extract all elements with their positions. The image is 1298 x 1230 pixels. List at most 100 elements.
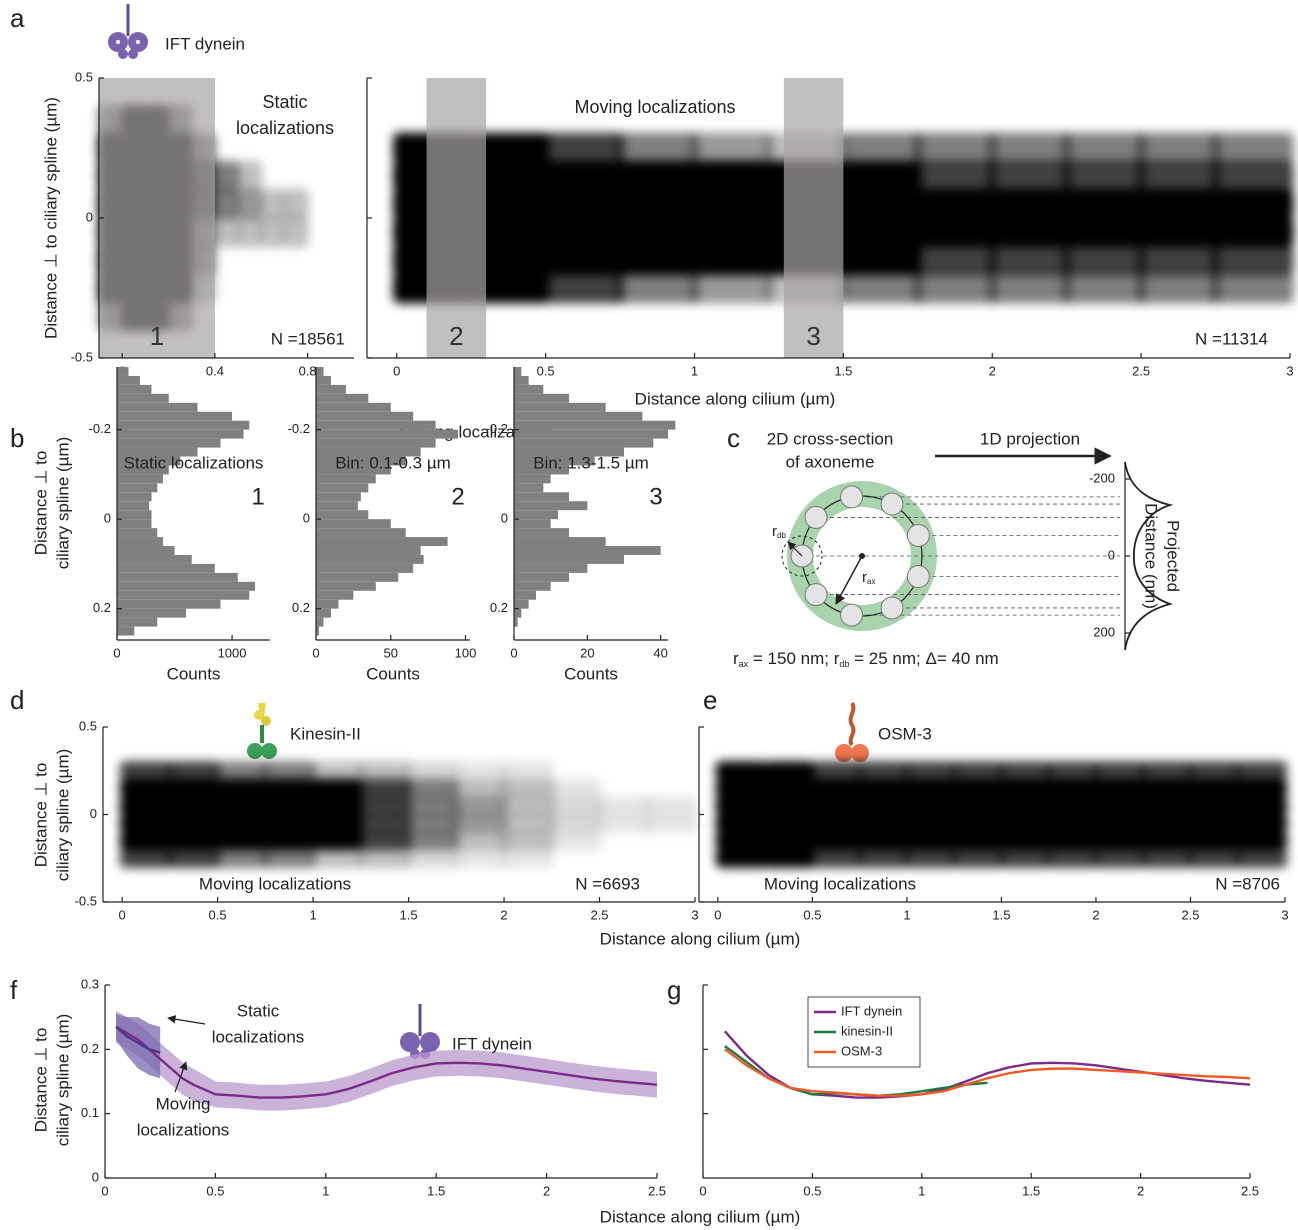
density-cell — [645, 779, 698, 798]
y-tick-label: -0.2 — [486, 421, 508, 436]
diagram-caption: rax = 150 nm; rdb = 25 nm; Δ= 40 nm — [733, 649, 999, 669]
x-tick-label: 1.5 — [834, 363, 852, 378]
density-cell — [1235, 796, 1287, 815]
density-cell — [716, 831, 768, 850]
hist-bar — [316, 555, 424, 564]
density-cell — [597, 779, 650, 798]
density-cell — [406, 831, 459, 850]
density-cell — [691, 217, 773, 248]
x-tick-label: 1 — [309, 907, 316, 922]
hist-bar — [316, 421, 436, 430]
hist-bar — [316, 618, 323, 627]
density-cell — [691, 273, 773, 304]
diagram-title: of axoneme — [786, 452, 875, 471]
density-cell — [1212, 245, 1294, 276]
icon-label: Kinesin-II — [290, 724, 361, 743]
doublet — [841, 604, 863, 626]
hist-bar — [117, 600, 221, 609]
density-cell — [840, 217, 922, 248]
legend-label: kinesin-II — [841, 1023, 893, 1038]
density-cell — [616, 273, 698, 304]
density-cell — [1046, 779, 1098, 798]
density-cell — [260, 217, 286, 248]
doublet — [805, 506, 827, 528]
hist-bar — [316, 385, 346, 394]
density-cell — [358, 814, 411, 833]
density-cell — [1063, 245, 1145, 276]
hist-bar — [117, 546, 175, 555]
density-cell — [406, 761, 459, 780]
density-cell — [406, 814, 459, 833]
x-axis-label: Counts — [167, 664, 221, 683]
density-cell — [1063, 133, 1145, 164]
density-cell — [1094, 779, 1146, 798]
hist-bar — [316, 510, 368, 519]
density-cell — [952, 814, 1004, 833]
icon-dynein — [108, 4, 148, 59]
density-cell — [1046, 831, 1098, 850]
x-tick-label: 0.5 — [209, 907, 227, 922]
hist-bar — [117, 385, 152, 394]
chart-title: Moving localizations — [574, 97, 735, 117]
hist-bar — [117, 501, 149, 510]
y-tick-label: 0 — [303, 511, 310, 526]
density-cell — [260, 245, 286, 276]
density-cell — [454, 779, 507, 798]
density-cell — [167, 779, 220, 798]
density-cell — [840, 189, 922, 220]
icon-kinesin — [247, 703, 277, 759]
x-tick-label: 2 — [989, 363, 996, 378]
density-cell — [237, 273, 263, 304]
density-cell — [905, 831, 957, 850]
hist-bar — [316, 474, 376, 483]
bin-band — [784, 78, 844, 358]
density-cell — [1188, 779, 1240, 798]
density-cell — [616, 189, 698, 220]
x-tick-label: 1000 — [218, 645, 247, 660]
density-cell — [989, 245, 1071, 276]
hist-bar — [316, 564, 413, 573]
x-tick-label: 0 — [312, 645, 319, 660]
density-cell — [549, 761, 602, 780]
x-axis-label: Counts — [366, 664, 420, 683]
density-cell — [454, 796, 507, 815]
density-cloud — [716, 761, 1288, 868]
hist-bar — [117, 582, 255, 591]
y-tick-label: 0.5 — [79, 718, 97, 733]
density-cell — [214, 217, 240, 248]
n-label: N =11314 — [1195, 329, 1268, 348]
y-tick-label: -0.5 — [75, 893, 97, 908]
y-tick-label: 0 — [92, 1169, 99, 1184]
tick-label: 0 — [1108, 547, 1115, 562]
density-cell — [549, 796, 602, 815]
density-cell — [989, 189, 1071, 220]
x-axis-label: Distance along cilium (µm) — [600, 929, 801, 948]
hist-bar — [316, 394, 368, 403]
density-cell — [167, 831, 220, 850]
density-cell — [857, 779, 909, 798]
density-cell — [120, 849, 173, 868]
density-cell — [989, 133, 1071, 164]
series-line — [725, 1031, 1250, 1097]
y-tick-label: 0.2 — [490, 600, 508, 615]
density-cell — [260, 189, 286, 220]
density-cell — [914, 161, 996, 192]
chart-title: Bin: 0.1-0.3 µm — [335, 453, 451, 472]
density-cell — [1094, 814, 1146, 833]
density-cell — [1188, 761, 1240, 780]
density-cell — [1137, 273, 1219, 304]
density-cell — [214, 161, 240, 192]
density-cell — [716, 779, 768, 798]
density-cell — [214, 245, 240, 276]
hist-bar — [514, 510, 558, 519]
density-cell — [999, 779, 1051, 798]
y-axis-label: ciliary spline (µm) — [53, 437, 72, 570]
density-cell — [1137, 161, 1219, 192]
hist-bar — [316, 367, 323, 376]
density-cell — [999, 796, 1051, 815]
density-cell — [952, 779, 1004, 798]
density-cell — [691, 161, 773, 192]
density-cell — [283, 245, 309, 276]
x-tick-label: 2 — [500, 907, 507, 922]
density-cell — [645, 761, 698, 780]
